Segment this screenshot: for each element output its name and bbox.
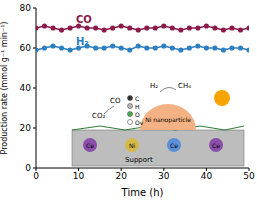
- svg-text:60: 60: [20, 43, 32, 53]
- svg-text:CO₂: CO₂: [92, 112, 105, 120]
- svg-text:O: O: [135, 111, 140, 118]
- svg-text:Ov: Ov: [135, 119, 144, 126]
- svg-text:C: C: [135, 95, 139, 102]
- svg-text:0: 0: [33, 171, 39, 181]
- svg-text:Ce: Ce: [86, 142, 94, 149]
- svg-text:10: 10: [73, 171, 85, 181]
- svg-text:Ni nanoparticle: Ni nanoparticle: [145, 116, 191, 124]
- svg-text:0: 0: [25, 163, 31, 173]
- svg-text:H₂: H₂: [76, 36, 89, 47]
- svg-text:Support: Support: [125, 156, 153, 164]
- svg-text:Ce: Ce: [212, 142, 220, 149]
- svg-text:40: 40: [201, 171, 213, 181]
- svg-text:30: 30: [158, 171, 170, 181]
- svg-text:50: 50: [243, 171, 249, 181]
- svg-text:20: 20: [20, 123, 32, 133]
- svg-text:CH₄: CH₄: [178, 82, 191, 90]
- svg-text:CO: CO: [76, 14, 92, 25]
- svg-text:80: 80: [20, 3, 32, 13]
- svg-text:20: 20: [115, 171, 127, 181]
- svg-text:Production rate (mmol g⁻¹ min⁻: Production rate (mmol g⁻¹ min⁻¹): [8, 22, 9, 155]
- svg-text:CO: CO: [110, 97, 121, 105]
- svg-text:Ni: Ni: [129, 142, 135, 149]
- svg-text:40: 40: [20, 83, 32, 93]
- svg-text:H₂: H₂: [150, 82, 158, 90]
- svg-text:Time (h): Time (h): [121, 187, 164, 198]
- svg-text:Ce: Ce: [170, 142, 178, 149]
- svg-text:H: H: [135, 103, 140, 110]
